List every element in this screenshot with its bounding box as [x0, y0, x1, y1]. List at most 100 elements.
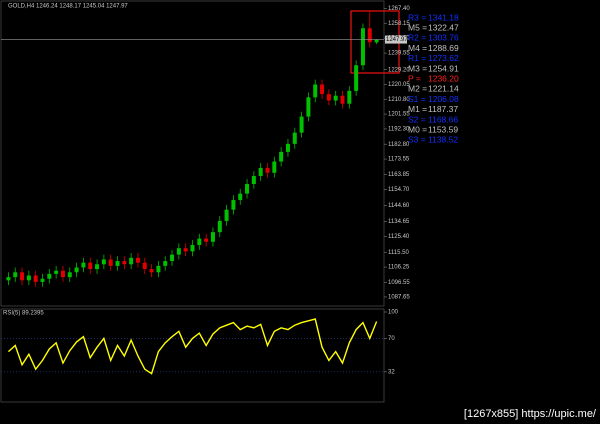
candle-body [217, 220, 222, 233]
pivot-name: P = [408, 73, 421, 83]
pivot-name: R1 = [408, 53, 426, 63]
pivot-value: 1221.14 [428, 84, 459, 94]
pivot-name: M4 = [408, 43, 427, 53]
candle-body [367, 28, 372, 43]
candle-body [183, 248, 188, 252]
candle-body [40, 278, 45, 282]
y-tick-label: 1106.25 [388, 265, 410, 271]
candle-body [135, 257, 140, 263]
y-tick-label: 1154.70 [388, 187, 410, 193]
candle-body [299, 116, 304, 133]
pivot-value: 1168.66 [428, 114, 458, 124]
candle-body [285, 143, 290, 152]
candle-body [292, 132, 297, 144]
pivot-name: M5 = [408, 22, 427, 32]
pivot-value: 1254.91 [428, 63, 459, 73]
y-tick-label: 1182.80 [388, 142, 410, 148]
candle-body [204, 238, 209, 242]
y-tick-label: 100 [388, 310, 399, 316]
y-tick-label: 1125.40 [388, 234, 410, 240]
candle-body [320, 84, 325, 95]
pivot-name: S3 = [408, 135, 426, 145]
y-tick-label: 1229.20 [388, 67, 410, 73]
candle-body [326, 94, 331, 101]
candle-body [47, 273, 52, 279]
candle-body [26, 275, 31, 281]
pivot-name: M3 = [408, 63, 427, 73]
y-tick-label: 1173.55 [388, 157, 410, 163]
candle-body [108, 259, 113, 266]
pivot-name: R2 = [408, 33, 426, 43]
pivot-name: S1 = [408, 94, 426, 104]
pivot-name: S2 = [408, 114, 426, 124]
candle-body [13, 272, 18, 278]
candle-body [95, 264, 100, 270]
y-tick-label: 1220.05 [388, 82, 410, 88]
candle-body [313, 84, 318, 98]
pivot-name: M2 = [408, 84, 427, 94]
candle-body [176, 248, 181, 255]
candle-body [163, 261, 168, 266]
pivot-value: 1206.08 [428, 94, 459, 104]
candle-body [74, 267, 79, 273]
candle-body [245, 184, 250, 194]
pivot-value: 1273.62 [428, 53, 459, 63]
rsi-title: RSI(5) 89.2395 [3, 311, 44, 317]
pivot-name: M1 = [408, 104, 427, 114]
candle-body [272, 161, 277, 173]
candle-body [333, 95, 338, 101]
candle-body [54, 270, 59, 274]
candle-body [265, 167, 270, 173]
candle-body [170, 254, 175, 262]
candle-body [190, 245, 195, 252]
pivot-value: 1187.37 [428, 104, 458, 114]
candle-body [149, 269, 154, 273]
pivot-value: 1236.20 [428, 73, 459, 83]
candle-body [340, 95, 345, 104]
candle-body [101, 259, 106, 265]
pivot-value: 1153.59 [428, 124, 458, 134]
candle-body [88, 262, 93, 270]
y-tick-label: 1210.80 [388, 97, 410, 103]
pivot-value: 1138.52 [428, 135, 458, 145]
y-tick-label: 1163.85 [388, 172, 410, 178]
y-tick-label: 1144.60 [388, 203, 410, 209]
main-frame [0, 0, 385, 307]
pivot-name: R3 = [408, 12, 426, 22]
candle-body [197, 238, 202, 245]
candle-body [238, 193, 243, 201]
y-tick-label: 1267.40 [388, 6, 410, 12]
y-tick-label: 32 [388, 369, 395, 375]
current-price-label: 1247.97 [386, 37, 408, 43]
candle-body [279, 151, 284, 162]
candle-body [156, 265, 161, 273]
candle-body [224, 209, 229, 221]
candle-body [129, 257, 134, 265]
candle-body [231, 200, 236, 210]
current-price-box [385, 35, 407, 44]
chart-title: GOLD,H4 1246.24 1248.17 1245.04 1247.97 [8, 4, 128, 10]
candle-body [20, 272, 25, 281]
candle-body [81, 262, 86, 268]
rsi-frame [0, 308, 385, 403]
pivot-value: 1341.18 [428, 12, 459, 22]
y-tick-label: 1201.55 [388, 112, 410, 118]
y-tick-label: 1258.15 [388, 21, 410, 27]
pivot-value: 1288.69 [428, 43, 459, 53]
y-tick-label: 70 [388, 336, 395, 342]
candle-body [67, 272, 72, 278]
candle-body [115, 261, 120, 266]
candle-body [374, 39, 379, 43]
candle-body [360, 28, 365, 66]
candle-body [142, 262, 147, 270]
y-tick-label: 1087.65 [388, 295, 410, 301]
y-tick-label: 1096.55 [388, 280, 410, 286]
candle-body [33, 275, 38, 282]
candle-body [60, 270, 65, 278]
candle-body [306, 97, 311, 117]
y-tick-label: 1239.55 [388, 51, 410, 57]
y-tick-label: 1134.65 [388, 219, 410, 225]
candle-body [122, 261, 127, 265]
